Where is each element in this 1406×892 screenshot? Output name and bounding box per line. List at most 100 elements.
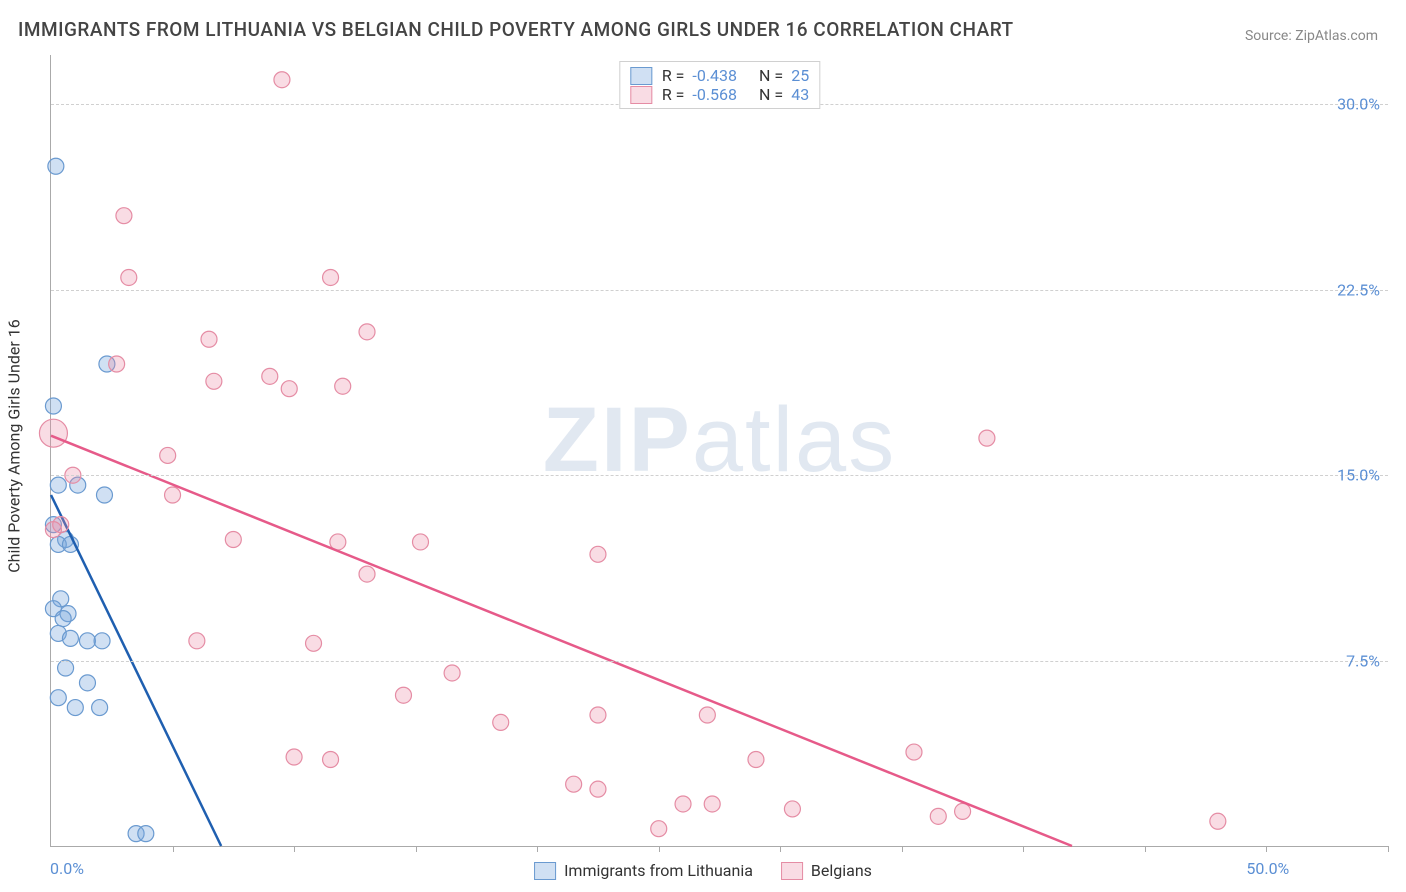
data-point — [906, 744, 922, 760]
data-point — [675, 796, 691, 812]
data-point — [651, 821, 667, 837]
data-point — [493, 714, 509, 730]
correlation-legend-row: R = -0.438 N = 25 — [630, 66, 809, 85]
r-value: -0.568 — [692, 85, 737, 104]
legend-swatch — [630, 67, 652, 85]
data-point — [201, 331, 217, 347]
x-tick-label: 50.0% — [1246, 859, 1289, 878]
data-point — [116, 208, 132, 224]
data-point — [335, 378, 351, 394]
data-point — [306, 635, 322, 651]
correlation-legend: R = -0.438 N = 25 R = -0.568 N = 43 — [619, 61, 820, 109]
data-point — [109, 356, 125, 372]
chart-title: IMMIGRANTS FROM LITHUANIA VS BELGIAN CHI… — [18, 18, 1014, 41]
data-point — [566, 776, 582, 792]
gridline — [51, 475, 1388, 476]
data-point — [67, 700, 83, 716]
data-point — [590, 781, 606, 797]
n-label: N = — [759, 85, 783, 104]
data-point — [96, 487, 112, 503]
data-point — [79, 633, 95, 649]
chart-plot-area: ZIPatlas R = -0.438N = 25R = -0.568N = 4… — [50, 55, 1388, 847]
n-label: N = — [759, 66, 783, 85]
source-link[interactable]: ZipAtlas.com — [1295, 28, 1378, 44]
y-axis-label: Child Poverty Among Girls Under 16 — [5, 319, 24, 573]
legend-series-label: Immigrants from Lithuania — [564, 861, 753, 880]
data-point — [748, 751, 764, 767]
y-tick-label: 22.5% — [1337, 280, 1380, 299]
data-point — [281, 381, 297, 397]
data-point — [323, 751, 339, 767]
r-label: R = — [662, 85, 685, 104]
data-point — [45, 398, 61, 414]
r-value: -0.438 — [692, 66, 737, 85]
data-point — [979, 430, 995, 446]
data-point — [590, 707, 606, 723]
data-point — [704, 796, 720, 812]
data-point — [121, 269, 137, 285]
data-point — [225, 531, 241, 547]
data-point — [286, 749, 302, 765]
x-tick-mark — [416, 846, 417, 852]
legend-item: Belgians — [781, 861, 872, 880]
x-tick-mark — [1023, 846, 1024, 852]
correlation-legend-row: R = -0.568 N = 43 — [630, 85, 809, 104]
x-tick-mark — [1266, 846, 1267, 852]
y-tick-label: 7.5% — [1346, 651, 1380, 670]
gridline — [51, 290, 1388, 291]
data-point — [1210, 813, 1226, 829]
source-attribution: Source: ZipAtlas.com — [1245, 28, 1378, 44]
data-point — [138, 826, 154, 842]
data-point — [55, 611, 71, 627]
data-point — [160, 447, 176, 463]
x-tick-mark — [902, 846, 903, 852]
x-tick-mark — [1388, 846, 1389, 852]
data-point — [39, 419, 67, 447]
scatter-svg — [51, 55, 1388, 846]
r-label: R = — [662, 66, 685, 85]
data-point — [930, 808, 946, 824]
trend-line — [51, 495, 221, 846]
data-point — [262, 368, 278, 384]
data-point — [412, 534, 428, 550]
legend-series-label: Belgians — [811, 861, 872, 880]
data-point — [92, 700, 108, 716]
data-point — [590, 546, 606, 562]
x-tick-mark — [780, 846, 781, 852]
data-point — [444, 665, 460, 681]
n-value: 43 — [791, 85, 809, 104]
data-point — [699, 707, 715, 723]
x-tick-mark — [1145, 846, 1146, 852]
data-point — [784, 801, 800, 817]
data-point — [58, 660, 74, 676]
data-point — [323, 269, 339, 285]
x-tick-label: 0.0% — [50, 859, 84, 878]
legend-swatch — [534, 862, 556, 880]
data-point — [94, 633, 110, 649]
legend-swatch — [630, 86, 652, 104]
data-point — [206, 373, 222, 389]
data-point — [165, 487, 181, 503]
y-tick-label: 15.0% — [1337, 466, 1380, 485]
data-point — [45, 522, 61, 538]
data-point — [189, 633, 205, 649]
data-point — [955, 803, 971, 819]
series-legend: Immigrants from Lithuania Belgians — [534, 861, 872, 880]
data-point — [48, 158, 64, 174]
legend-item: Immigrants from Lithuania — [534, 861, 753, 880]
x-tick-mark — [173, 846, 174, 852]
data-point — [359, 566, 375, 582]
data-point — [79, 675, 95, 691]
x-tick-mark — [537, 846, 538, 852]
source-prefix: Source: — [1245, 28, 1295, 44]
data-point — [50, 477, 66, 493]
data-point — [62, 630, 78, 646]
y-tick-label: 30.0% — [1337, 95, 1380, 114]
data-point — [50, 690, 66, 706]
data-point — [359, 324, 375, 340]
gridline — [51, 661, 1388, 662]
data-point — [395, 687, 411, 703]
n-value: 25 — [791, 66, 809, 85]
x-tick-mark — [659, 846, 660, 852]
data-point — [274, 72, 290, 88]
